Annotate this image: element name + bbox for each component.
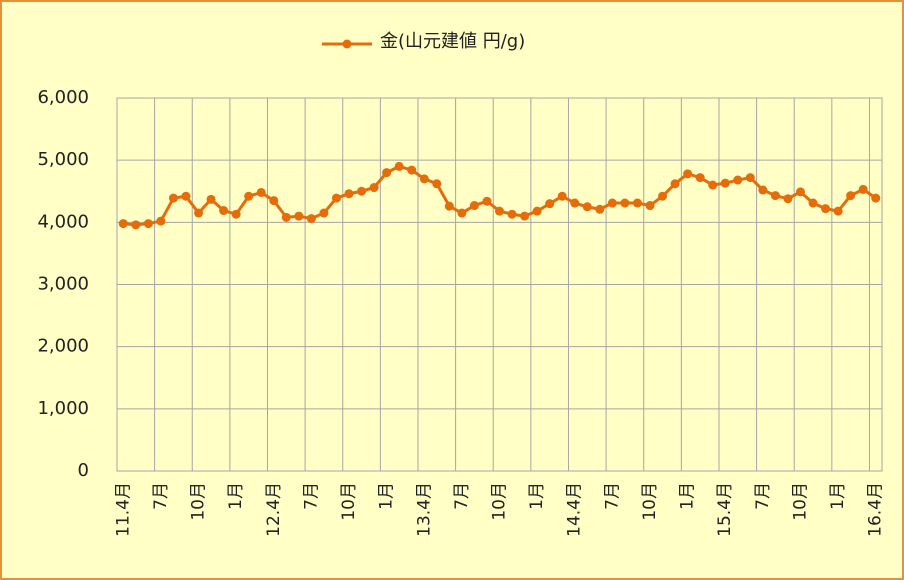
data-point [507,209,517,219]
data-point [607,198,617,208]
data-point [645,201,655,211]
data-point [206,194,216,204]
data-point [394,161,404,171]
y-tick-label: 4,000 [37,211,89,232]
data-point [118,219,128,229]
data-point [733,175,743,185]
data-point [457,208,467,218]
y-tick-label: 1,000 [37,398,89,419]
data-point [833,206,843,216]
data-point [720,178,730,188]
data-point [846,191,856,201]
x-tick-label: 7月 [753,482,773,510]
data-point [708,180,718,190]
data-point [419,174,429,184]
legend-marker [342,39,352,49]
data-point [808,198,818,208]
data-point [620,198,630,208]
y-tick-label: 5,000 [37,149,89,170]
data-point [269,196,279,206]
data-point [244,191,254,201]
data-point [131,220,141,230]
data-point [795,187,805,197]
data-point [532,206,542,216]
x-tick-label: 7月 [602,482,622,510]
data-point [595,204,605,214]
x-tick-label: 10月 [490,482,510,521]
data-point [670,179,680,189]
x-tick-label: 10月 [640,482,660,521]
x-tick-label: 1月 [527,482,547,510]
x-tick-label: 10月 [790,482,810,521]
data-point [444,201,454,211]
data-point [194,208,204,218]
data-point [482,196,492,206]
data-point [495,206,504,216]
x-tick-label: 1月 [226,482,246,510]
x-tick-label: 13.4月 [414,482,434,537]
data-point [143,219,153,229]
y-tick-label: 6,000 [37,87,89,108]
y-tick-label: 3,000 [37,274,89,295]
data-point [745,173,755,183]
x-tick-label: 14.4月 [565,482,585,537]
data-point [181,191,191,201]
y-tick-label: 2,000 [37,336,89,357]
data-point [168,193,178,203]
legend-label: 金(山元建値 円/g) [380,31,525,52]
x-tick-label: 11.4月 [113,482,133,537]
data-point [219,206,229,216]
data-point [658,191,668,201]
data-point [306,214,316,224]
data-point [319,208,329,218]
data-point [570,198,580,208]
data-point [758,185,768,195]
x-tick-label: 7月 [452,482,472,510]
data-point [821,204,831,214]
data-point [632,198,642,208]
x-tick-label: 12.4月 [264,482,284,537]
data-point [231,209,241,219]
data-point [344,189,354,199]
data-point [683,169,693,179]
data-point [432,179,442,189]
data-point [407,165,417,175]
data-point [294,211,304,221]
data-point [331,193,341,203]
y-tick-label: 0 [78,460,89,481]
data-point [281,212,291,222]
x-tick-label: 7月 [301,482,321,510]
data-point [871,193,881,203]
data-point [469,201,479,211]
x-tick-label: 1月 [828,482,848,510]
data-point [357,186,367,196]
x-tick-label: 10月 [339,482,359,521]
x-tick-label: 1月 [377,482,397,510]
data-point [382,168,392,178]
data-point [545,199,555,209]
x-tick-label: 10月 [189,482,209,521]
x-tick-label: 16.4月 [866,482,886,537]
x-tick-label: 1月 [678,482,698,510]
data-point [520,211,530,221]
data-point [156,216,166,226]
x-tick-label: 7月 [151,482,171,510]
data-point [582,202,592,212]
data-point [783,194,793,204]
data-point [369,183,379,193]
data-point [557,191,567,201]
data-point [770,191,780,201]
data-point [695,173,705,183]
data-point [256,187,266,197]
x-tick-label: 15.4月 [715,482,735,537]
data-point [858,184,868,194]
